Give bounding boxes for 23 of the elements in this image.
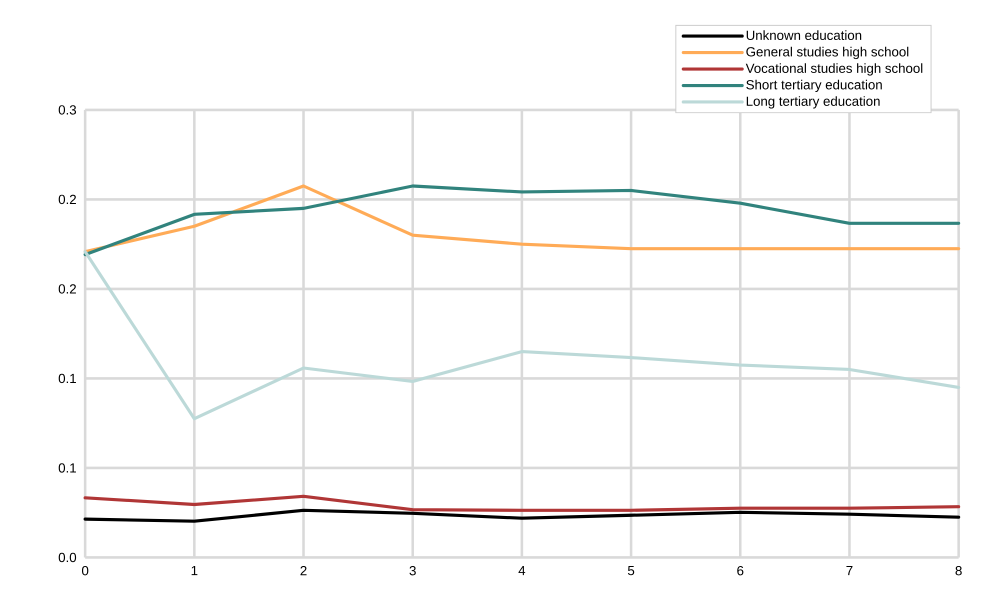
y-tick-label: 0.1 bbox=[58, 464, 76, 473]
line-series bbox=[84, 508, 960, 524]
x-tick-label: 8 bbox=[956, 566, 962, 576]
x-tick-label: 5 bbox=[628, 566, 634, 576]
y-tick-label: 0.3 bbox=[58, 105, 76, 115]
legend-label: General studies high school bbox=[746, 46, 908, 60]
legend-label: Unknown education bbox=[746, 30, 862, 40]
y-tick-label: 0.1 bbox=[58, 374, 76, 384]
legend-label: Long tertiary education bbox=[746, 96, 880, 109]
x-tick-label: 7 bbox=[846, 566, 852, 576]
x-tick-label: 4 bbox=[518, 566, 526, 576]
x-tick-label: 2 bbox=[300, 566, 307, 576]
x-tick-label: 0 bbox=[82, 566, 88, 576]
y-tick-label: 0.2 bbox=[58, 284, 76, 294]
x-tick-label: 3 bbox=[410, 566, 416, 576]
x-tick-label: 1 bbox=[192, 566, 198, 576]
y-tick-label: 0.2 bbox=[58, 194, 76, 204]
line-series bbox=[84, 250, 960, 421]
legend-label: Vocational studies high school bbox=[746, 63, 922, 76]
y-tick-label: 0.0 bbox=[58, 553, 76, 562]
legend-label: Short tertiary education bbox=[746, 80, 882, 92]
line-series bbox=[84, 494, 960, 512]
x-tick-label: 6 bbox=[737, 566, 744, 576]
